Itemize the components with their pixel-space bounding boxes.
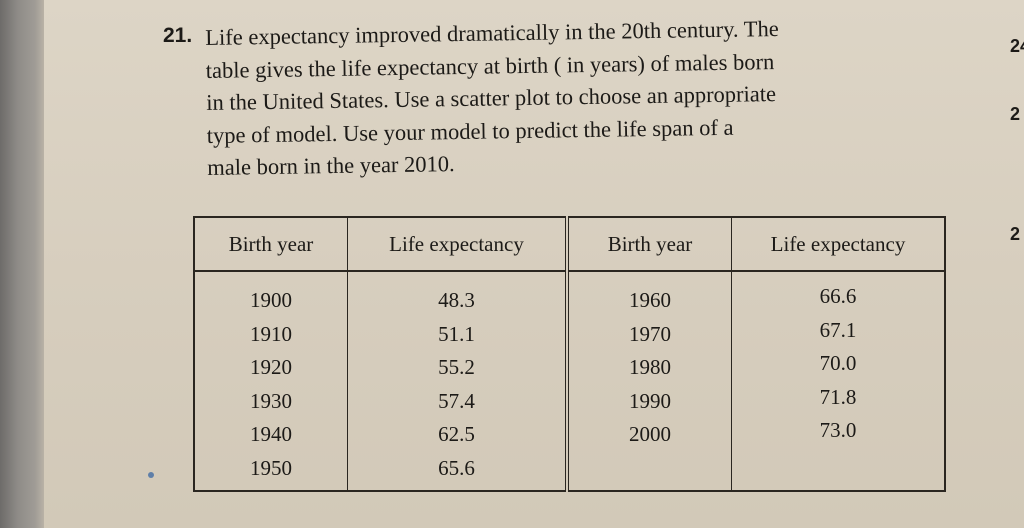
cell: 71.8 <box>819 384 857 409</box>
cell: 1910 <box>250 321 292 346</box>
margin-fragment: 2 <box>1010 224 1021 244</box>
cell: 57.4 <box>438 388 475 413</box>
cell: 73.0 <box>819 418 857 442</box>
cell: 1920 <box>250 355 292 379</box>
header-birth-year: Birth year <box>567 217 732 272</box>
cell: 51.1 <box>438 321 475 346</box>
problem-number: 21. <box>163 24 193 47</box>
life-expectancy-column: 48.3 51.1 55.2 57.4 62.5 65.6 <box>347 271 569 491</box>
cell: 1930 <box>250 388 292 413</box>
birth-year-column: 1960 1970 1980 1990 2000 <box>567 271 732 491</box>
cell: 1960 <box>629 288 671 312</box>
header-life-expectancy: Life expectancy <box>347 217 569 272</box>
cell: 1970 <box>629 321 671 346</box>
cell: 48.3 <box>438 288 475 312</box>
cell: 65.6 <box>438 455 475 480</box>
cell: 70.0 <box>819 351 857 375</box>
cell: 1900 <box>250 288 292 312</box>
margin-fragment: 2 <box>1010 104 1021 124</box>
life-expectancy-table: Birth year Life expectancy Birth year Li… <box>193 216 946 492</box>
cell: 1980 <box>629 355 671 379</box>
cell: 55.2 <box>438 355 475 379</box>
book-binding <box>0 0 44 528</box>
life-expectancy-column: 66.6 67.1 70.0 71.8 73.0 <box>732 271 946 491</box>
table-body-row: 1900 1910 1920 1930 1940 1950 48.3 51.1 … <box>194 271 945 491</box>
cell: 1950 <box>250 455 292 480</box>
cell: 2000 <box>629 422 671 446</box>
birth-year-column: 1900 1910 1920 1930 1940 1950 <box>194 271 348 491</box>
cell: 66.6 <box>819 284 857 308</box>
cell: 1940 <box>250 422 292 446</box>
header-life-expectancy: Life expectancy <box>731 217 945 272</box>
ink-dot <box>148 472 154 478</box>
margin-fragment: 24 <box>1010 36 1024 56</box>
cell: 67.1 <box>819 317 857 342</box>
problem-text: Life expectancy improved dramatically in… <box>205 10 947 184</box>
header-birth-year: Birth year <box>194 217 348 272</box>
cell: 62.5 <box>438 422 475 446</box>
table-header-row: Birth year Life expectancy Birth year Li… <box>194 217 945 272</box>
cell: 1990 <box>629 388 671 413</box>
